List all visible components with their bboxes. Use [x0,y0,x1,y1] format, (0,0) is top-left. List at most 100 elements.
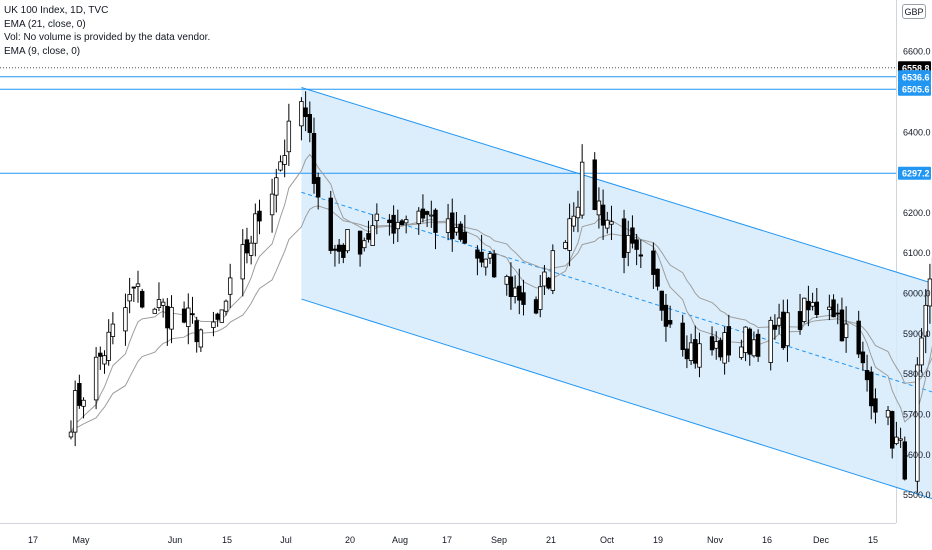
currency-button[interactable]: GBP [902,4,926,19]
candle[interactable] [450,198,455,252]
candle[interactable] [663,293,669,342]
candle[interactable] [131,286,137,302]
candle[interactable] [244,227,250,264]
candle[interactable] [278,155,283,172]
candle[interactable] [776,303,782,335]
candle[interactable] [190,296,195,324]
candle[interactable] [697,332,702,378]
candle[interactable] [596,187,602,229]
candle[interactable] [621,209,627,274]
candle[interactable] [194,316,199,353]
channel-upper-line[interactable] [301,86,932,289]
candle[interactable] [479,234,484,268]
candle[interactable] [579,144,585,219]
candle[interactable] [567,203,572,267]
candle[interactable] [915,357,920,493]
candle[interactable] [659,290,664,321]
candle[interactable] [885,405,891,426]
candle[interactable] [135,270,141,303]
candle[interactable] [546,276,551,290]
candle[interactable] [110,312,116,345]
candle[interactable] [521,279,526,316]
candle[interactable] [693,325,698,369]
candle[interactable] [127,277,132,314]
candle[interactable] [139,288,145,309]
candle[interactable] [487,251,493,265]
channel-lower-line[interactable] [301,298,932,505]
candle[interactable] [508,262,514,310]
candle[interactable] [81,397,86,419]
candle[interactable] [68,420,74,440]
candle[interactable] [374,203,380,235]
candle[interactable] [684,335,690,369]
candle[interactable] [403,215,409,234]
candle[interactable] [211,311,216,337]
candle[interactable] [626,220,631,267]
candle[interactable] [462,214,468,245]
price-tag-3[interactable]: 6297.2 [902,169,930,179]
candle[interactable] [181,301,187,324]
candle[interactable] [843,306,849,353]
candle[interactable] [923,289,928,354]
candle[interactable] [341,243,346,264]
candle[interactable] [873,388,878,424]
candle[interactable] [475,245,480,276]
candle[interactable] [445,203,451,241]
candle[interactable] [839,297,845,342]
legend-symbol[interactable]: UK 100 Index, 1D, TVC [4,5,109,16]
candle[interactable] [538,275,543,318]
candle[interactable] [152,307,157,314]
candle[interactable] [98,346,103,370]
candle[interactable] [856,310,861,359]
price-tag-1[interactable]: 6536.6 [902,72,930,82]
candle[interactable] [592,152,597,211]
candle[interactable] [269,178,275,233]
candle[interactable] [638,239,644,269]
candle[interactable] [219,309,225,323]
candle[interactable] [860,341,866,371]
candle[interactable] [869,366,874,420]
candle[interactable] [768,316,773,371]
candle[interactable] [345,229,350,254]
candle[interactable] [634,233,639,266]
candle[interactable] [399,218,405,226]
candle[interactable] [102,350,107,374]
candle[interactable] [600,189,606,240]
candle[interactable] [651,242,656,289]
candle[interactable] [785,299,790,362]
candle[interactable] [550,244,556,295]
candle[interactable] [781,299,786,350]
candle[interactable] [370,214,375,246]
candle[interactable] [688,333,694,366]
candle[interactable] [215,312,220,327]
candle[interactable] [709,326,715,356]
candle[interactable] [722,326,727,375]
candle[interactable] [307,101,312,143]
candle[interactable] [72,380,78,447]
candle[interactable] [806,285,811,327]
candle[interactable] [575,190,581,233]
candle[interactable] [517,268,522,315]
candle[interactable] [336,238,342,264]
candle[interactable] [328,190,333,254]
candle[interactable] [123,293,128,346]
candle[interactable] [458,221,463,242]
candle[interactable] [93,347,99,410]
candle[interactable] [274,168,279,213]
candle[interactable] [223,299,229,316]
candle[interactable] [563,240,568,250]
candle[interactable] [714,331,719,360]
candle[interactable] [483,258,488,276]
candle[interactable] [831,294,836,318]
candle[interactable] [810,292,815,311]
candle[interactable] [416,207,421,235]
legend-ema21[interactable]: EMA (21, close, 0) [4,18,86,30]
candle[interactable] [755,329,761,362]
candle[interactable] [303,91,308,132]
price-tag-2[interactable]: 6505.6 [902,85,930,95]
candle[interactable] [630,215,635,249]
candle[interactable] [827,294,832,321]
candle[interactable] [919,328,924,373]
price-tag-0[interactable]: 6558.8 [902,63,930,73]
candle[interactable] [504,274,509,296]
